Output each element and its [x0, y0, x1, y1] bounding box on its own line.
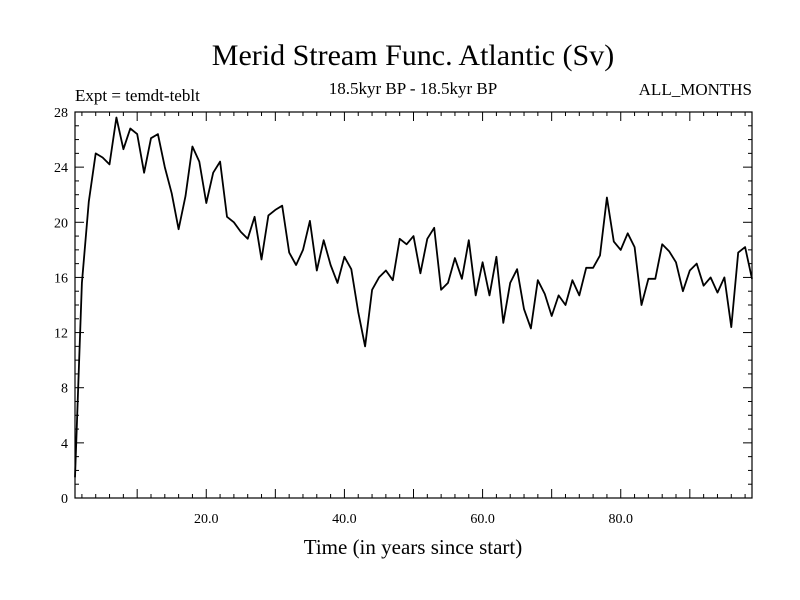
- period-label: 18.5kyr BP - 18.5kyr BP: [329, 79, 497, 98]
- y-tick-label: 28: [54, 106, 68, 121]
- x-axis: 20.0 40.0 60.0 80.0: [81, 112, 746, 527]
- y-tick-label: 4: [61, 437, 68, 452]
- x-tick-label: 20.0: [194, 512, 219, 527]
- y-tick-label: 12: [54, 327, 68, 342]
- x-tick-label: 60.0: [470, 512, 495, 527]
- months-label: ALL_MONTHS: [639, 80, 752, 99]
- plot-frame: [74, 111, 753, 499]
- y-tick-label: 16: [54, 271, 68, 286]
- series-line: [74, 116, 753, 478]
- x-tick-label: 40.0: [332, 512, 357, 527]
- plot-area: [74, 116, 753, 478]
- y-tick-label: 20: [54, 216, 68, 231]
- y-tick-label: 24: [54, 161, 68, 176]
- chart-title: Merid Stream Func. Atlantic (Sv): [212, 39, 614, 72]
- y-tick-label: 8: [61, 382, 68, 397]
- y-tick-label: 0: [61, 492, 68, 507]
- y-axis: 0 4 8 12 16 20 24 28: [54, 106, 752, 507]
- x-axis-label: Time (in years since start): [304, 535, 523, 559]
- x-tick-label: 80.0: [608, 512, 633, 527]
- experiment-label: Expt = temdt-teblt: [75, 86, 200, 105]
